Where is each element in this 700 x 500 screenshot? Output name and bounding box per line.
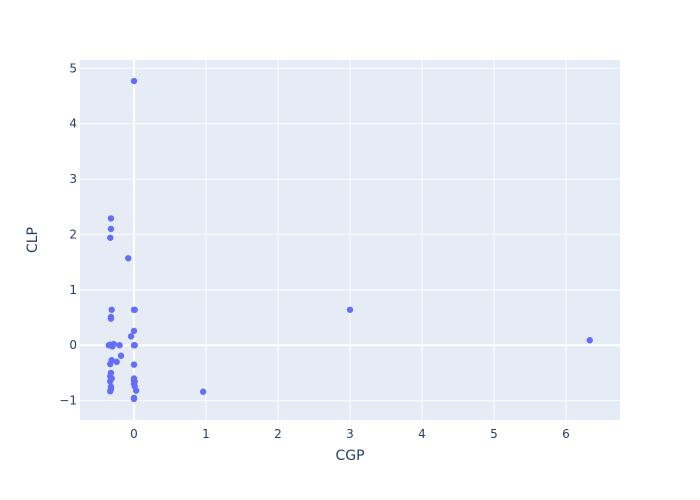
data-point <box>117 352 125 359</box>
x-tick-label: 1 <box>202 427 210 441</box>
x-axis-title: CGP <box>335 448 364 464</box>
data-point <box>116 342 123 349</box>
data-point <box>586 337 593 344</box>
x-tick-label: 0 <box>130 427 138 441</box>
y-tick-label: −1 <box>59 394 77 408</box>
data-point <box>125 255 132 262</box>
data-point <box>132 387 140 394</box>
x-tick-label: 3 <box>346 427 354 441</box>
data-point <box>131 306 138 313</box>
data-point <box>130 361 138 368</box>
data-point <box>113 358 120 366</box>
y-tick-labels: −1 0 1 2 3 4 5 <box>59 61 77 407</box>
data-point <box>131 342 138 349</box>
y-tick-label: 2 <box>69 227 77 241</box>
data-point <box>110 340 118 348</box>
data-point <box>108 306 115 313</box>
data-point <box>130 395 138 403</box>
data-point <box>107 234 114 241</box>
data-point <box>107 315 115 322</box>
y-tick-label: 1 <box>69 283 77 297</box>
y-axis-title: CLP <box>25 227 41 253</box>
grid-lines <box>80 60 620 420</box>
data-point <box>346 306 354 313</box>
y-tick-label: 0 <box>69 338 77 352</box>
x-tick-label: 6 <box>562 427 570 441</box>
data-point <box>199 388 207 395</box>
data-point <box>130 327 138 335</box>
y-tick-label: 4 <box>69 117 77 131</box>
data-point <box>130 77 138 85</box>
data-point <box>107 388 114 395</box>
data-point <box>107 378 114 385</box>
x-tick-label: 4 <box>418 427 426 441</box>
data-point <box>127 333 135 340</box>
data-points <box>105 77 593 403</box>
x-tick-label: 2 <box>274 427 282 441</box>
data-point <box>107 360 114 368</box>
x-tick-labels: 0 1 2 3 4 5 6 <box>130 427 570 441</box>
data-point <box>107 215 115 222</box>
data-point <box>107 225 115 233</box>
y-tick-label: 3 <box>69 172 77 186</box>
x-tick-label: 5 <box>490 427 498 441</box>
y-tick-label: 5 <box>69 61 77 75</box>
